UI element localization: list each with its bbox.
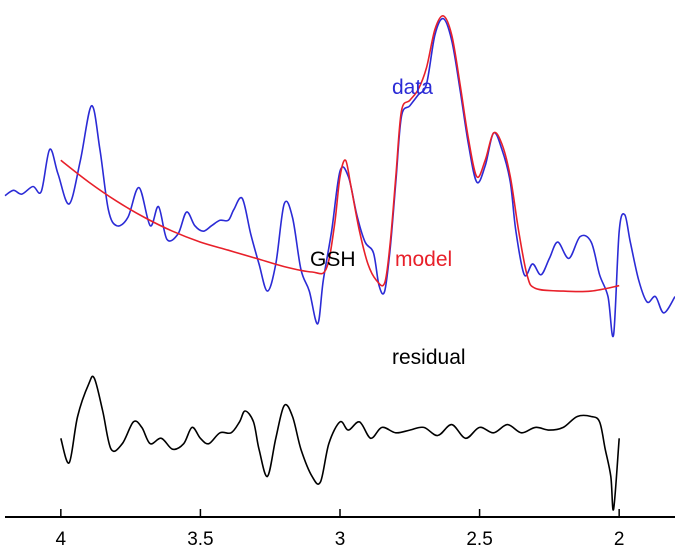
- gsh-annotation: GSH: [310, 248, 356, 271]
- x-tick-label: 3.5: [187, 529, 213, 550]
- x-tick-label: 2: [614, 529, 625, 550]
- data-series-line: [4, 17, 675, 338]
- residual-annotation: residual: [392, 346, 466, 369]
- x-axis-ticks: 4 3.5 3 2.5 2: [56, 509, 625, 550]
- model-series-line: [60, 15, 620, 293]
- model-annotation: model: [395, 248, 452, 271]
- series-layer: [4, 15, 675, 511]
- residual-series-line: [60, 375, 620, 511]
- x-tick-label: 4: [56, 529, 67, 550]
- data-annotation: data: [392, 76, 433, 99]
- x-tick-label: 2.5: [466, 529, 492, 550]
- x-tick-label: 3: [335, 529, 346, 550]
